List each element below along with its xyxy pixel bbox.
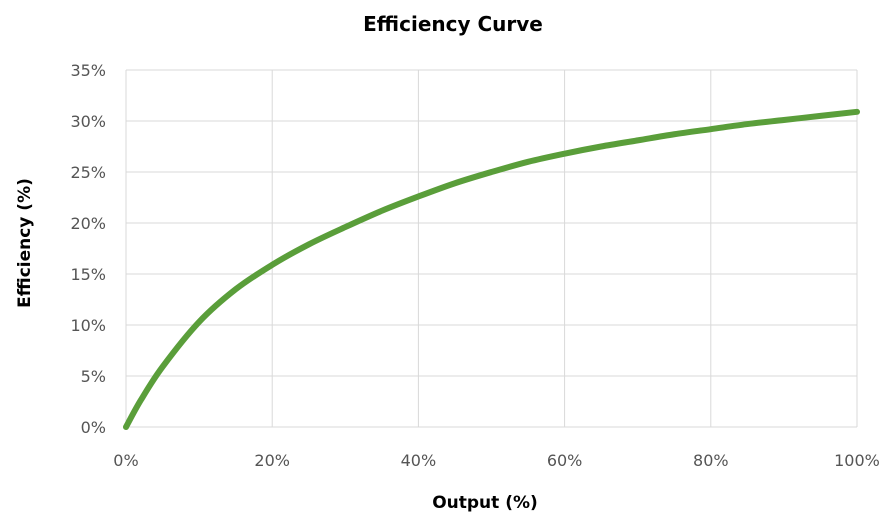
y-tick-label: 10% [70,316,106,335]
y-tick-label: 30% [70,112,106,131]
chart-title: Efficiency Curve [363,12,543,36]
y-tick-label: 5% [81,367,106,386]
x-tick-label: 20% [254,451,290,470]
y-axis-label: Efficiency (%) [15,178,35,308]
y-tick-label: 35% [70,61,106,80]
efficiency-series-line [123,108,860,430]
x-axis-ticks: 0% 20% 40% 60% 80% 100% [113,451,880,470]
y-tick-label: 20% [70,214,106,233]
y-tick-label: 0% [81,418,106,437]
x-tick-label: 100% [834,451,880,470]
series-layer [123,108,860,430]
x-axis-label: Output (%) [432,493,538,513]
y-tick-label: 25% [70,163,106,182]
x-tick-label: 0% [113,451,138,470]
y-tick-label: 15% [70,265,106,284]
x-tick-label: 40% [401,451,437,470]
x-tick-label: 60% [547,451,583,470]
x-tick-label: 80% [693,451,729,470]
y-axis-ticks: 0% 5% 10% 15% 20% 25% 30% 35% [70,61,106,437]
